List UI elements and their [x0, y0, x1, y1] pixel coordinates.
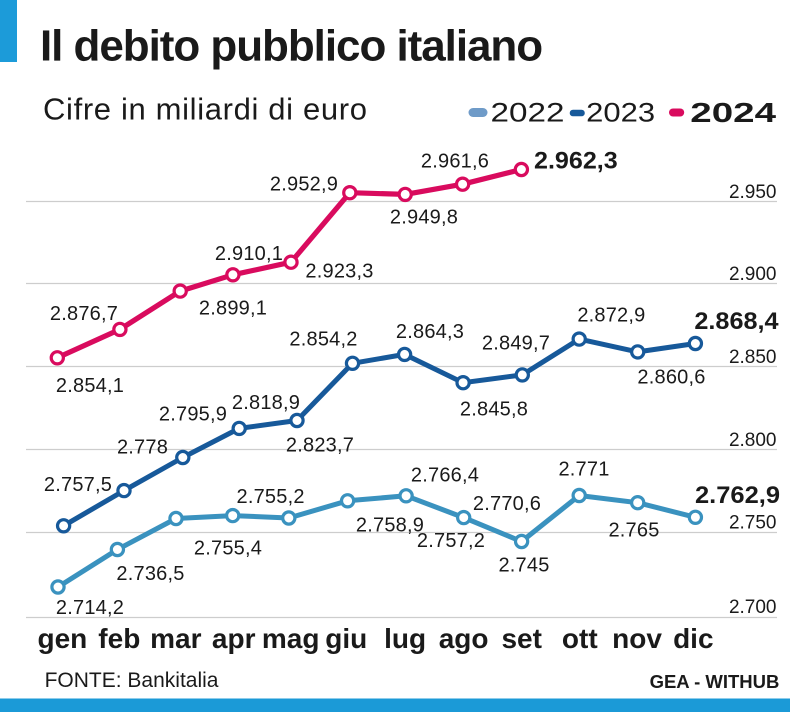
- svg-text:FONTE: Bankitalia: FONTE: Bankitalia: [45, 669, 219, 692]
- svg-text:2.770,6: 2.770,6: [473, 493, 541, 515]
- svg-text:2.700: 2.700: [729, 597, 777, 618]
- svg-text:2.778: 2.778: [117, 436, 168, 458]
- svg-text:ott: ott: [562, 623, 598, 654]
- svg-text:gen: gen: [38, 623, 88, 654]
- svg-text:ago: ago: [439, 623, 489, 654]
- svg-text:2.750: 2.750: [729, 513, 777, 534]
- svg-text:2.757,5: 2.757,5: [44, 474, 112, 496]
- svg-text:2.961,6: 2.961,6: [421, 150, 489, 172]
- svg-text:2.758,9: 2.758,9: [356, 515, 424, 537]
- svg-text:giu: giu: [325, 623, 367, 654]
- svg-text:2.868,4: 2.868,4: [694, 308, 779, 335]
- svg-text:2022: 2022: [491, 97, 565, 127]
- svg-text:Cifre in miliardi di euro: Cifre in miliardi di euro: [43, 92, 368, 127]
- svg-text:nov: nov: [612, 623, 662, 654]
- svg-text:2.860,6: 2.860,6: [637, 366, 705, 388]
- svg-text:2.872,9: 2.872,9: [577, 304, 645, 326]
- svg-text:2.899,1: 2.899,1: [199, 297, 267, 319]
- svg-text:2.876,7: 2.876,7: [50, 303, 118, 325]
- svg-text:2.952,9: 2.952,9: [270, 174, 338, 196]
- svg-text:set: set: [501, 623, 541, 654]
- svg-text:2.950: 2.950: [729, 182, 777, 203]
- svg-text:feb: feb: [98, 623, 140, 654]
- svg-text:lug: lug: [384, 623, 426, 654]
- svg-text:2.962,3: 2.962,3: [534, 148, 618, 175]
- svg-text:2.765: 2.765: [608, 520, 659, 542]
- svg-text:2.864,3: 2.864,3: [396, 321, 464, 343]
- svg-text:GEA - WITHUB: GEA - WITHUB: [650, 671, 780, 692]
- svg-text:2.714,2: 2.714,2: [56, 597, 124, 619]
- svg-text:2023: 2023: [586, 97, 655, 127]
- svg-text:2.910,1: 2.910,1: [215, 243, 283, 265]
- svg-text:2.818,9: 2.818,9: [232, 392, 300, 414]
- svg-text:2.757,2: 2.757,2: [417, 530, 485, 552]
- svg-text:2.854,1: 2.854,1: [56, 375, 124, 397]
- svg-text:dic: dic: [673, 623, 713, 654]
- svg-text:2.771: 2.771: [558, 458, 609, 480]
- svg-text:2.800: 2.800: [729, 430, 777, 451]
- svg-text:2.755,4: 2.755,4: [194, 538, 262, 560]
- svg-text:2.845,8: 2.845,8: [460, 398, 528, 420]
- svg-text:2.849,7: 2.849,7: [482, 333, 550, 355]
- svg-text:2.949,8: 2.949,8: [390, 206, 458, 228]
- svg-text:2.762,9: 2.762,9: [695, 482, 780, 509]
- svg-text:2024: 2024: [690, 97, 776, 128]
- svg-text:2.823,7: 2.823,7: [286, 435, 354, 457]
- svg-text:2.736,5: 2.736,5: [116, 563, 184, 585]
- svg-text:2.900: 2.900: [729, 264, 777, 285]
- svg-text:2.795,9: 2.795,9: [159, 404, 227, 426]
- svg-text:2.850: 2.850: [729, 347, 777, 368]
- svg-text:2.854,2: 2.854,2: [289, 329, 357, 351]
- svg-text:2.745: 2.745: [498, 555, 549, 577]
- svg-text:2.755,2: 2.755,2: [237, 486, 305, 508]
- svg-text:Il debito pubblico italiano: Il debito pubblico italiano: [40, 22, 542, 71]
- svg-text:mar: mar: [150, 623, 201, 654]
- svg-text:2.766,4: 2.766,4: [411, 464, 479, 486]
- svg-text:apr: apr: [212, 623, 256, 654]
- svg-text:2.923,3: 2.923,3: [305, 260, 373, 282]
- svg-text:mag: mag: [262, 623, 320, 654]
